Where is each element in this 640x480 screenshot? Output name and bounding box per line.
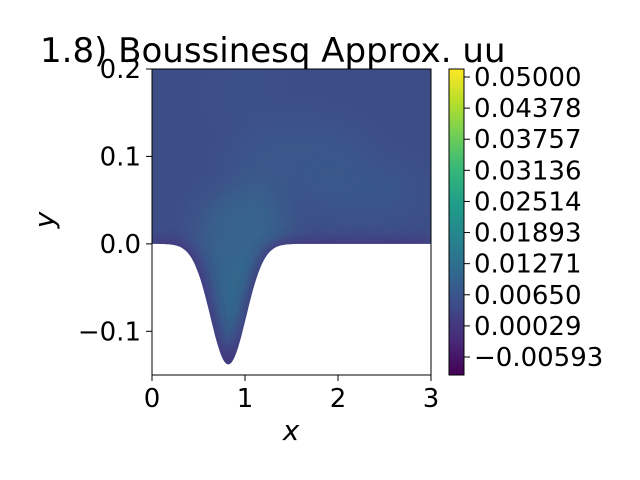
field-boundary-layer (152, 239, 431, 365)
x-tick-label: 1 (237, 384, 254, 414)
colorbar: 0.050000.043780.037570.031360.025140.018… (448, 63, 603, 376)
y-axis-label: y (28, 211, 61, 229)
colorbar-tick-label: 0.05000 (474, 63, 582, 93)
x-tick-label: 0 (144, 384, 161, 414)
y-tick-label: 0.1 (100, 142, 141, 172)
colorbar-tick-label: −0.00593 (474, 343, 603, 373)
x-tick-label: 3 (423, 384, 440, 414)
colorbar-tick-label: 0.02514 (474, 187, 582, 217)
colorbar-tick-label: 0.00650 (474, 281, 582, 311)
colorbar-tick-label: 0.01271 (474, 250, 582, 280)
colorbar-tick-label: 0.00029 (474, 312, 582, 342)
colorbar-tick-label: 0.03136 (474, 156, 582, 186)
y-tick-label: 0.0 (100, 230, 141, 260)
field-blob-top (223, 69, 267, 125)
x-axis-label: x (282, 414, 300, 447)
colorbar-tick-label: 0.04378 (474, 94, 582, 124)
y-tick-label: −0.1 (78, 317, 141, 347)
y-ticks: −0.1 0.0 0.1 0.2 (78, 55, 152, 347)
field-blobs (200, 69, 420, 345)
x-tick-label: 2 (330, 384, 347, 414)
colorbar-tick-label: 0.03757 (474, 125, 582, 155)
field-blob-right (300, 162, 420, 218)
plot-area (152, 69, 431, 365)
colorbar-tick-label: 0.01893 (474, 219, 582, 249)
x-ticks: 0 1 2 3 (144, 375, 440, 414)
colorbar-gradient (448, 68, 465, 376)
field-background (152, 69, 431, 365)
colorbar-ticks: 0.050000.043780.037570.031360.025140.018… (464, 63, 603, 373)
chart-title: 1.8) Boussinesq Approx. uu (40, 31, 506, 71)
boundary-layer-stroke (152, 239, 431, 365)
y-tick-label: 0.2 (100, 55, 141, 85)
axes-frame (151, 68, 432, 376)
